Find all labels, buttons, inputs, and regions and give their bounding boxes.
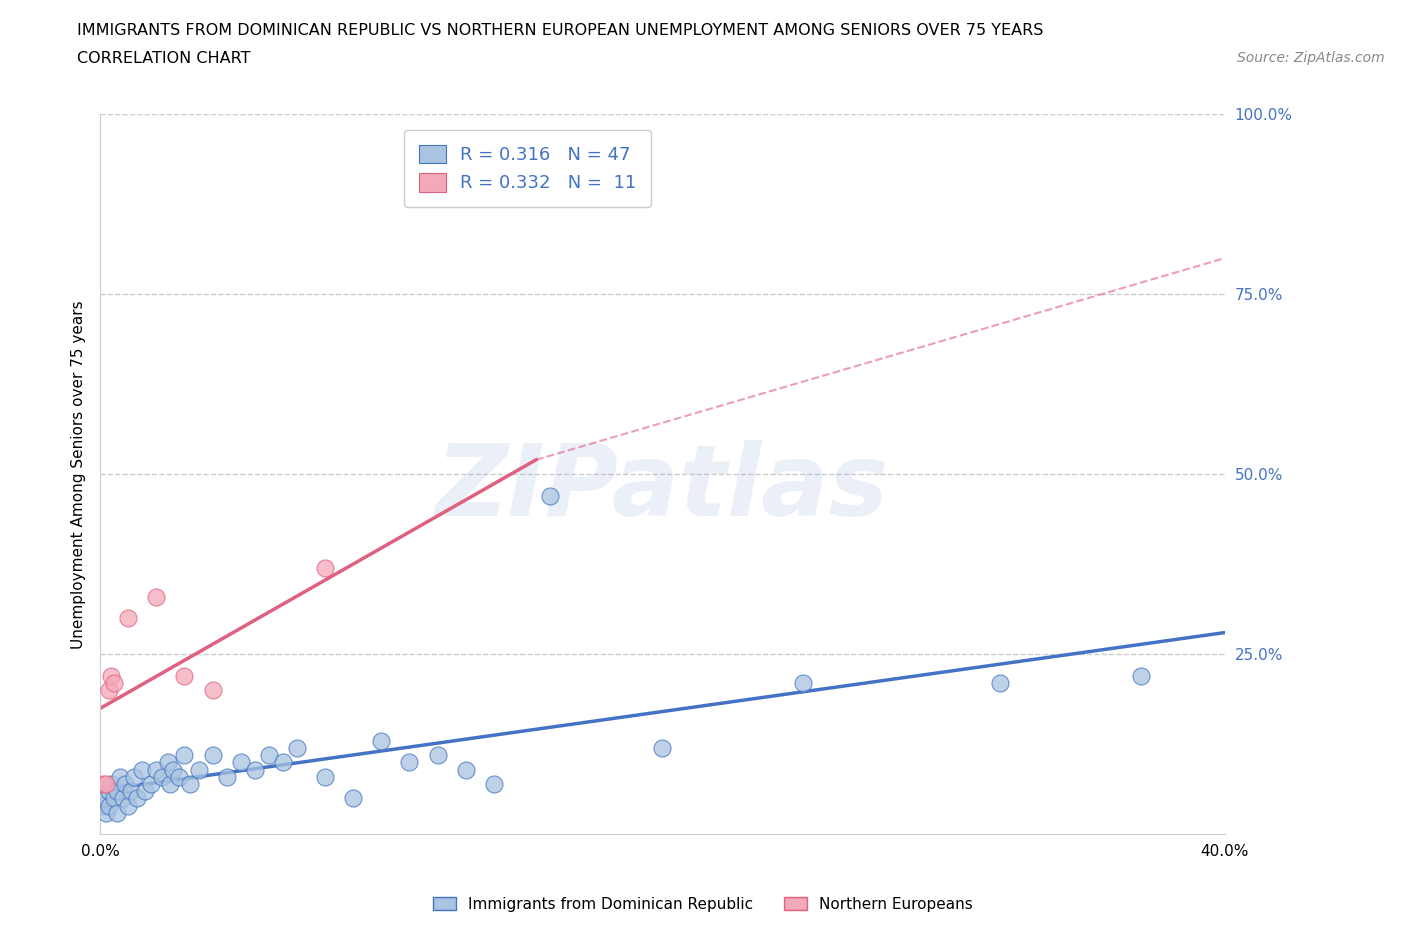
Point <box>454 142 477 157</box>
Point <box>91 777 114 791</box>
Point <box>100 669 122 684</box>
Point <box>173 748 195 763</box>
Point <box>156 755 179 770</box>
Point <box>105 784 128 799</box>
Point <box>538 488 561 503</box>
Point <box>97 683 120 698</box>
Point <box>426 748 449 763</box>
Point <box>103 676 125 691</box>
Y-axis label: Unemployment Among Seniors over 75 years: Unemployment Among Seniors over 75 years <box>72 300 86 648</box>
Point <box>134 784 156 799</box>
Point <box>482 777 505 791</box>
Point <box>398 755 420 770</box>
Point <box>105 805 128 820</box>
Point <box>145 763 167 777</box>
Point <box>94 791 117 806</box>
Point <box>187 763 209 777</box>
Point <box>111 791 134 806</box>
Point <box>1129 669 1152 684</box>
Point <box>201 683 224 698</box>
Point <box>131 763 153 777</box>
Point <box>201 748 224 763</box>
Point <box>97 784 120 799</box>
Point <box>150 769 173 784</box>
Point <box>117 611 139 626</box>
Point <box>257 748 280 763</box>
Point <box>370 734 392 749</box>
Point <box>139 777 162 791</box>
Point <box>117 798 139 813</box>
Point <box>454 763 477 777</box>
Point <box>159 777 181 791</box>
Point <box>162 763 184 777</box>
Point <box>120 784 142 799</box>
Legend: Immigrants from Dominican Republic, Northern Europeans: Immigrants from Dominican Republic, Nort… <box>427 890 979 918</box>
Point <box>792 676 814 691</box>
Point <box>285 740 308 755</box>
Point <box>342 791 364 806</box>
Point <box>94 777 117 791</box>
Point <box>229 755 252 770</box>
Point <box>114 777 136 791</box>
Point <box>215 769 238 784</box>
Point <box>167 769 190 784</box>
Point <box>108 769 131 784</box>
Point <box>314 769 336 784</box>
Point <box>97 798 120 813</box>
Point <box>179 777 201 791</box>
Point <box>243 763 266 777</box>
Point <box>314 561 336 576</box>
Point <box>100 777 122 791</box>
Text: CORRELATION CHART: CORRELATION CHART <box>77 51 250 66</box>
Point <box>173 669 195 684</box>
Point <box>988 676 1011 691</box>
Point <box>651 740 673 755</box>
Point <box>103 791 125 806</box>
Point <box>271 755 294 770</box>
Point <box>125 791 148 806</box>
Point <box>91 798 114 813</box>
Text: Source: ZipAtlas.com: Source: ZipAtlas.com <box>1237 51 1385 65</box>
Point <box>122 769 145 784</box>
Point <box>145 590 167 604</box>
Text: IMMIGRANTS FROM DOMINICAN REPUBLIC VS NORTHERN EUROPEAN UNEMPLOYMENT AMONG SENIO: IMMIGRANTS FROM DOMINICAN REPUBLIC VS NO… <box>77 23 1043 38</box>
Legend: R = 0.316   N = 47, R = 0.332   N =  11: R = 0.316 N = 47, R = 0.332 N = 11 <box>404 130 651 206</box>
Text: ZIPatlas: ZIPatlas <box>436 440 889 538</box>
Point <box>94 805 117 820</box>
